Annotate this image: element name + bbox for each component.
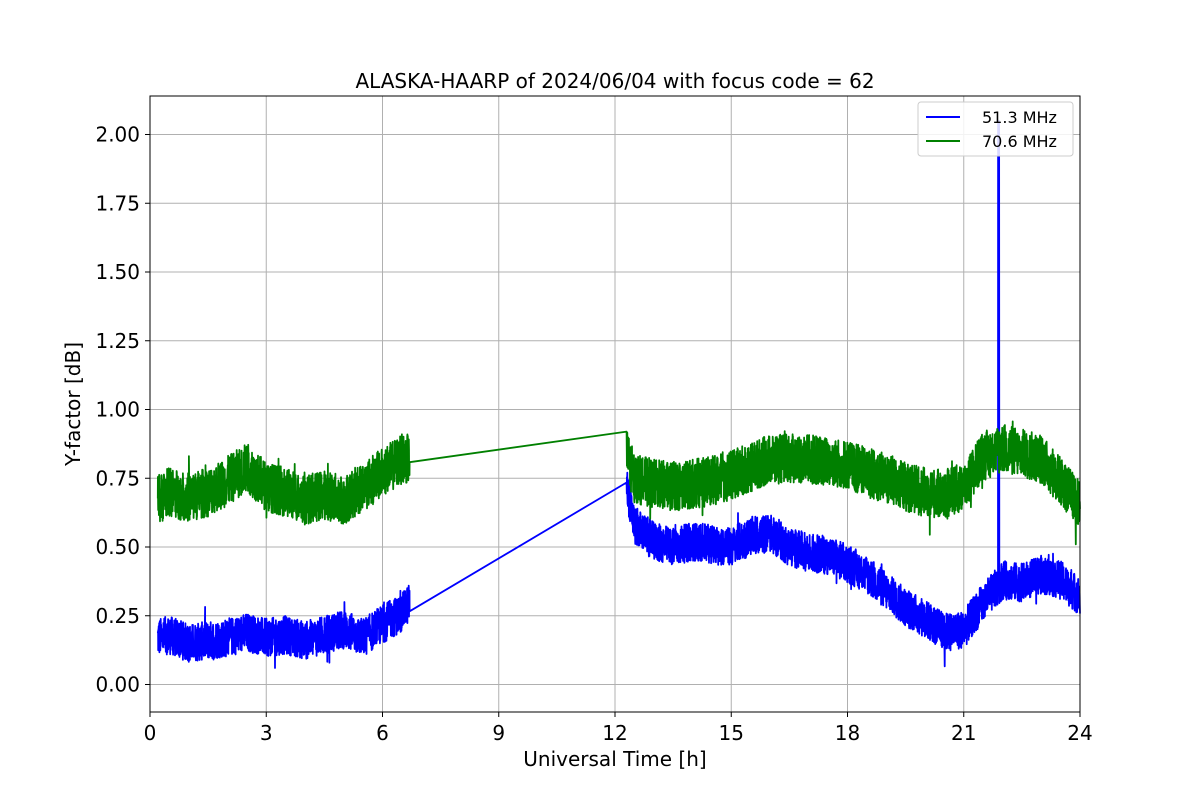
y-tick-label: 0.75 — [95, 466, 140, 490]
legend-label-70-6-mhz: 70.6 MHz — [982, 132, 1057, 151]
x-tick-label: 9 — [492, 721, 505, 745]
chart-title: ALASKA-HAARP of 2024/06/04 with focus co… — [355, 69, 874, 93]
legend-box — [917, 101, 1074, 157]
legend: 51.3 MHz 70.6 MHz — [917, 101, 1074, 157]
y-tick-label: 1.50 — [95, 260, 140, 284]
x-tick-label: 18 — [835, 721, 860, 745]
y-tick-label: 1.25 — [95, 329, 140, 353]
x-tick-label: 3 — [260, 721, 273, 745]
legend-label-51-3-mhz: 51.3 MHz — [982, 108, 1057, 127]
y-tick-label: 0.50 — [95, 535, 140, 559]
x-tick-label: 6 — [376, 721, 389, 745]
x-tick-label: 21 — [951, 721, 976, 745]
series-group — [156, 119, 1081, 669]
x-tick-label: 15 — [719, 721, 744, 745]
y-axis-label: Y-factor [dB] — [61, 342, 85, 467]
x-tick-label: 0 — [144, 721, 157, 745]
y-tick-label: 2.00 — [95, 123, 140, 147]
x-axis: 0 3 6 9 12 15 18 21 24 — [144, 712, 1093, 745]
y-tick-label: 1.00 — [95, 398, 140, 422]
x-tick-label: 24 — [1067, 721, 1092, 745]
x-axis-label: Universal Time [h] — [523, 747, 706, 771]
y-tick-label: 0.00 — [95, 673, 140, 697]
series-line-51-3-mhz — [156, 119, 1081, 669]
y-axis: 0.00 0.25 0.50 0.75 1.00 1.25 1.50 1.75 2.00 — [95, 123, 150, 697]
series-line-70-6-mhz — [156, 420, 1081, 546]
y-tick-label: 1.75 — [95, 191, 140, 215]
y-tick-label: 0.25 — [95, 604, 140, 628]
x-tick-label: 12 — [602, 721, 627, 745]
